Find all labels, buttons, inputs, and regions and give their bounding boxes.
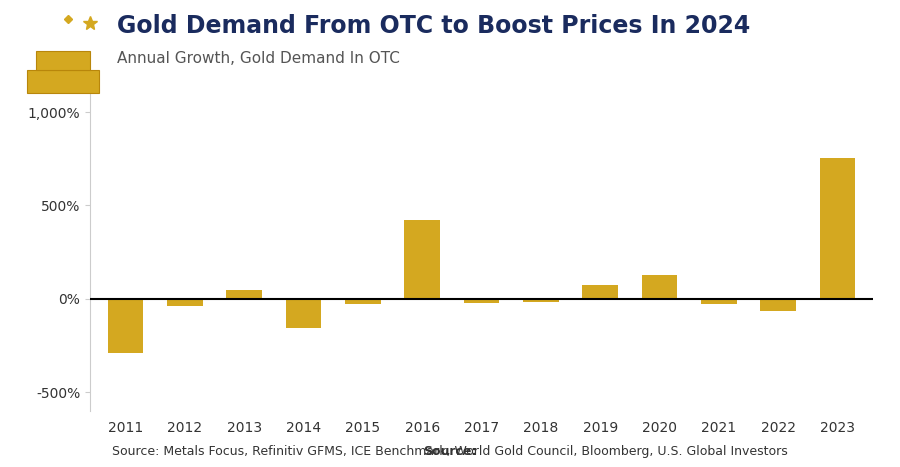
Bar [36,51,90,70]
Bar [701,299,736,304]
Bar [642,275,677,299]
Bar [167,299,202,306]
Text: Gold Demand From OTC to Boost Prices In 2024: Gold Demand From OTC to Boost Prices In … [117,14,751,38]
Bar [760,299,796,311]
Text: Source: Metals Focus, Refinitiv GFMS, ICE Benchmark, World Gold Council, Bloombe: Source: Metals Focus, Refinitiv GFMS, IC… [112,445,788,458]
Bar [820,158,855,299]
Bar [464,299,500,303]
Text: Source:: Source: [423,445,477,458]
Bar [523,299,559,302]
Bar [345,299,381,304]
Bar [286,299,321,328]
Bar [227,290,262,299]
Bar [27,70,99,93]
Bar [404,220,440,299]
Text: Annual Growth, Gold Demand In OTC: Annual Growth, Gold Demand In OTC [117,51,400,66]
Bar [582,285,618,299]
Bar [108,299,143,353]
